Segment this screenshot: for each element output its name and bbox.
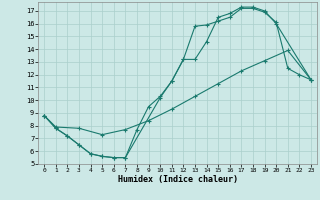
X-axis label: Humidex (Indice chaleur): Humidex (Indice chaleur) [118,175,238,184]
